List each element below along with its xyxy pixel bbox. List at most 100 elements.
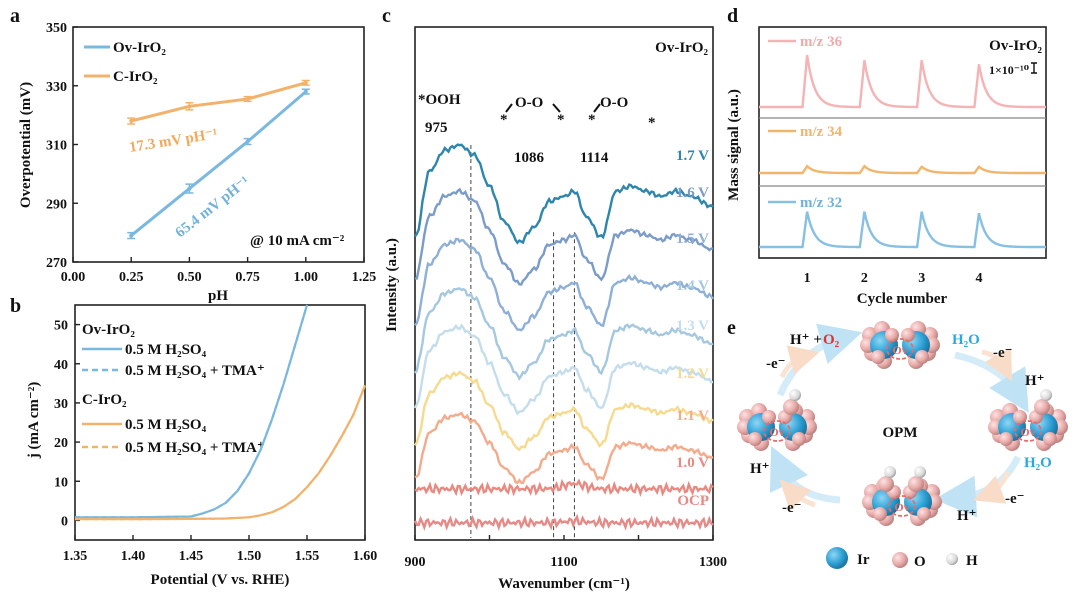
annotation-1086: 1086 bbox=[514, 150, 545, 166]
data-point bbox=[129, 233, 134, 238]
ov-label: Ov bbox=[894, 500, 909, 514]
spectrum-1.3v bbox=[413, 323, 713, 416]
x-tick-label: 1.00 bbox=[294, 270, 319, 285]
label-h2o: H₂O bbox=[1024, 455, 1052, 471]
y-tick-label: 290 bbox=[46, 197, 67, 212]
current-density-note: @ 10 mA cm⁻² bbox=[250, 233, 345, 249]
chart-c-title: Ov-IrO₂ bbox=[655, 40, 708, 56]
legend-group-c: C-IrO₂ bbox=[82, 392, 127, 408]
label-h-plus-plus: H⁺ + bbox=[790, 332, 822, 348]
label-e-minus: -e⁻ bbox=[766, 356, 786, 372]
chart-c: Wavenumber (cm⁻¹) Intensity (a.u.) Ov-Ir… bbox=[384, 26, 727, 592]
chart-c-xlabel: Wavenumber (cm⁻¹) bbox=[498, 576, 630, 592]
data-point bbox=[303, 89, 308, 94]
chart-d-xlabel: Cycle number bbox=[857, 291, 948, 307]
x-tick-label: 0.50 bbox=[177, 270, 202, 285]
annotation-star: * bbox=[500, 112, 508, 128]
legend-ir: Ir bbox=[857, 552, 870, 568]
annotation-star: * bbox=[588, 112, 596, 128]
y-tick-label: 50 bbox=[54, 319, 68, 334]
label-o2: O₂ bbox=[823, 332, 840, 348]
chart-d-ylabel: Mass signal (a.u.) bbox=[726, 89, 742, 201]
arrow-peach bbox=[779, 345, 820, 379]
x-tick-label: 1100 bbox=[550, 555, 577, 570]
legend-h-sphere bbox=[946, 553, 958, 565]
chart-c-ylabel: Intensity (a.u.) bbox=[384, 238, 400, 332]
slope-label-c: 17.3 mV pH⁻¹ bbox=[128, 126, 219, 156]
oxygen-vacancy-ring bbox=[888, 495, 916, 517]
o-atom bbox=[878, 476, 894, 492]
data-point bbox=[129, 119, 134, 123]
x-tick-label: 1.40 bbox=[121, 549, 146, 564]
chart-d-frame bbox=[758, 26, 1047, 259]
ir-o-cluster: Ov bbox=[988, 389, 1068, 451]
panel-label-d: d bbox=[727, 5, 738, 27]
oxygen-vacancy-ring bbox=[763, 420, 791, 442]
o-atom bbox=[873, 507, 887, 521]
chart-a: pH Overpotential (mV) Ov-IrO₂ C-IrO₂ 17.… bbox=[18, 21, 376, 304]
oxygen-vacancy-ring bbox=[886, 338, 914, 360]
panel-label-a: a bbox=[10, 5, 20, 27]
x-tick-label: 1.55 bbox=[295, 549, 320, 564]
voltage-label: 1.5 V bbox=[676, 231, 709, 247]
scale-bar bbox=[1031, 62, 1037, 74]
arrow-blue bbox=[769, 445, 841, 504]
h-atom bbox=[1040, 389, 1052, 401]
y-tick-label: 40 bbox=[54, 358, 68, 373]
label-h-plus: H⁺ bbox=[957, 508, 977, 524]
x-tick-label: 1.50 bbox=[237, 549, 262, 564]
chart-b-xlabel: Potential (V vs. RHE) bbox=[151, 572, 290, 588]
o-atom bbox=[762, 410, 776, 424]
oo-bond-marks bbox=[505, 103, 601, 113]
y-tick-label: 330 bbox=[46, 80, 67, 95]
signal-mz36 bbox=[759, 54, 1046, 109]
spectrum-1.2v bbox=[413, 370, 714, 452]
o-atom bbox=[917, 507, 931, 521]
legend-mz32: m/z 32 bbox=[800, 195, 842, 211]
voltage-label: OCP bbox=[677, 493, 709, 509]
annotation-ooh: *OOH bbox=[418, 92, 461, 108]
ir-o-cluster: Ov bbox=[862, 466, 942, 526]
annotation-star: * bbox=[648, 115, 656, 131]
label-h-plus: H⁺ bbox=[750, 461, 770, 477]
o-atom bbox=[792, 432, 806, 446]
legend-h: H bbox=[966, 553, 978, 569]
y-tick-label: 10 bbox=[54, 475, 68, 490]
legend-ov-iro2: Ov-IrO₂ bbox=[113, 40, 166, 56]
slope-label-ov: 65.4 mV pH⁻¹ bbox=[173, 174, 253, 242]
label-e-minus: -e⁻ bbox=[1005, 491, 1025, 507]
voltage-label: 1.0 V bbox=[676, 455, 709, 471]
spectrum-ocp bbox=[413, 513, 714, 532]
o-atom bbox=[871, 350, 885, 364]
h-atom bbox=[789, 389, 801, 401]
arrow-blue bbox=[954, 351, 1029, 414]
series-line-c-iro2 bbox=[130, 81, 307, 123]
legend-o-sphere bbox=[892, 552, 908, 568]
x-tick-label: 1.60 bbox=[353, 549, 378, 564]
voltage-label: 1.3 V bbox=[676, 318, 709, 334]
y-tick-label: 310 bbox=[46, 139, 67, 154]
panel-label-c: c bbox=[382, 5, 391, 27]
o-atom bbox=[901, 328, 915, 342]
label-h-plus: H⁺ bbox=[1025, 373, 1045, 389]
h-atom bbox=[914, 466, 926, 478]
legend-c-tma: 0.5 M H₂SO₄ + TMA⁺ bbox=[125, 440, 265, 456]
scale-bar-label: 1×10⁻¹⁰ bbox=[989, 63, 1029, 77]
label-h2o: H₂O bbox=[952, 332, 980, 348]
o-atom bbox=[1013, 410, 1027, 424]
ir-o-cluster: Ov bbox=[737, 389, 817, 451]
y-tick-label: 30 bbox=[54, 397, 68, 412]
legend-ov-h2so4: 0.5 M H₂SO₄ bbox=[125, 342, 207, 358]
voltage-label: 1.7 V bbox=[676, 148, 709, 164]
spectrum-1.1v bbox=[414, 411, 714, 485]
o-atom bbox=[908, 476, 924, 492]
chart-d: Cycle number Mass signal (a.u.) Ov-IrO₂ … bbox=[726, 26, 1047, 307]
annotation-975: 975 bbox=[425, 120, 448, 136]
spectrum-1.5v bbox=[414, 237, 714, 332]
legend-ir-sphere bbox=[826, 547, 848, 569]
data-point bbox=[245, 96, 250, 101]
voltage-label: 1.1 V bbox=[676, 408, 709, 424]
data-point bbox=[187, 186, 192, 191]
